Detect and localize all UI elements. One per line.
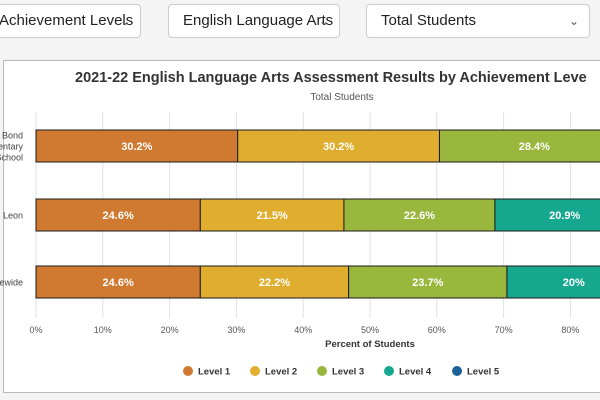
bar-segment-level-4 [494, 198, 600, 232]
data-label: 22.2% [259, 277, 290, 289]
x-tick-label: 30% [227, 325, 245, 335]
bar-segment-level-4 [506, 265, 600, 299]
x-tick-label: 50% [361, 325, 379, 335]
filter-bar: Achievement Levels ⌄ English Language Ar… [0, 0, 600, 50]
category-label: Bond [2, 131, 23, 141]
data-label: 30.2% [121, 141, 152, 153]
category-label: Leon [3, 211, 23, 221]
legend-marker [384, 366, 394, 376]
x-tick-label: 40% [294, 325, 312, 335]
x-tick-label: 20% [161, 325, 179, 335]
data-label: 30.2% [323, 141, 354, 153]
chart-title: 2021-22 English Language Arts Assessment… [75, 70, 587, 86]
category-label: entary [0, 142, 23, 152]
bar-segment-level-2 [237, 129, 440, 163]
student-group-select[interactable]: Total Students ⌄ [366, 4, 590, 38]
chevron-down-icon: ⌄ [119, 14, 130, 28]
legend-marker [317, 366, 327, 376]
category-label: ewide [0, 278, 23, 288]
data-label: 24.6% [103, 210, 134, 222]
data-label: 20.9% [549, 210, 580, 222]
legend-label: Level 2 [265, 367, 297, 378]
category-label: School [0, 153, 23, 163]
achievement-levels-select[interactable]: Achievement Levels ⌄ [0, 4, 141, 38]
bar-segment-level-2 [199, 198, 345, 232]
bar-segment-level-1 [35, 198, 201, 232]
bar-segment-level-3 [343, 198, 496, 232]
legend-marker [183, 366, 193, 376]
legend-label: Level 4 [399, 367, 432, 378]
chart-subtitle: Total Students [310, 92, 373, 103]
legend-label: Level 5 [467, 367, 500, 378]
data-label: 24.6% [103, 277, 134, 289]
x-tick-label: 80% [561, 325, 579, 335]
legend-label: Level 1 [198, 367, 231, 378]
subject-select-label: English Language Arts [183, 12, 334, 29]
student-group-select-label: Total Students [381, 12, 477, 29]
x-tick-label: 70% [495, 325, 513, 335]
chevron-down-icon: ⌄ [568, 14, 579, 28]
x-tick-label: 0% [29, 325, 42, 335]
bar-segment-level-1 [35, 129, 239, 163]
chevron-down-icon: ⌄ [318, 14, 329, 28]
data-label: 20% [563, 277, 585, 289]
legend-marker [250, 366, 260, 376]
subject-select[interactable]: English Language Arts ⌄ [168, 4, 340, 38]
data-label: 21.5% [257, 210, 288, 222]
achievement-levels-select-label: Achievement Levels [0, 12, 134, 29]
bar-segment-level-3 [438, 129, 600, 163]
bar-segment-level-1 [35, 265, 201, 299]
data-label: 23.7% [412, 277, 443, 289]
data-label: 28.4% [519, 141, 550, 153]
x-tick-label: 10% [94, 325, 112, 335]
x-axis-title: Percent of Students [325, 339, 415, 350]
x-tick-label: 60% [428, 325, 446, 335]
legend-marker [452, 366, 462, 376]
legend-label: Level 3 [332, 367, 364, 378]
data-label: 22.6% [404, 210, 435, 222]
